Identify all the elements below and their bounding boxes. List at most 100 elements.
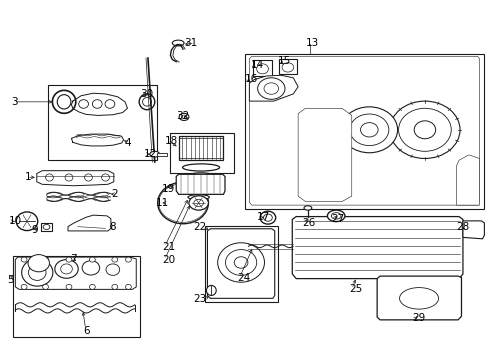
Ellipse shape <box>164 188 201 218</box>
Ellipse shape <box>413 121 435 139</box>
Bar <box>245 54 484 209</box>
Polygon shape <box>456 155 479 205</box>
Ellipse shape <box>112 284 118 289</box>
Ellipse shape <box>28 255 49 272</box>
Ellipse shape <box>158 184 207 222</box>
Text: 30: 30 <box>140 89 152 99</box>
Ellipse shape <box>125 257 131 262</box>
Text: 17: 17 <box>256 212 269 222</box>
Ellipse shape <box>139 94 155 110</box>
Bar <box>48 85 157 160</box>
Text: 25: 25 <box>348 284 362 294</box>
Ellipse shape <box>89 284 95 289</box>
Ellipse shape <box>330 213 340 219</box>
Ellipse shape <box>193 199 203 207</box>
Text: 2: 2 <box>111 189 118 199</box>
Ellipse shape <box>89 257 95 262</box>
Polygon shape <box>37 171 114 186</box>
Polygon shape <box>298 108 351 202</box>
Bar <box>205 226 277 302</box>
Ellipse shape <box>21 259 53 286</box>
Ellipse shape <box>82 261 100 275</box>
Text: 14: 14 <box>250 60 264 70</box>
Ellipse shape <box>256 64 268 74</box>
Ellipse shape <box>389 101 459 158</box>
Text: 32: 32 <box>176 111 189 121</box>
Text: 15: 15 <box>277 56 290 66</box>
Text: 23: 23 <box>193 294 206 304</box>
Ellipse shape <box>112 257 118 262</box>
Ellipse shape <box>93 197 108 201</box>
Bar <box>278 59 297 74</box>
Polygon shape <box>376 276 461 320</box>
Ellipse shape <box>102 174 109 181</box>
Ellipse shape <box>179 113 188 121</box>
Ellipse shape <box>178 199 187 207</box>
Bar <box>41 223 52 231</box>
Ellipse shape <box>264 83 278 94</box>
Ellipse shape <box>178 173 223 194</box>
Polygon shape <box>207 229 274 298</box>
Ellipse shape <box>68 197 84 201</box>
Text: 13: 13 <box>305 38 319 48</box>
Ellipse shape <box>182 164 219 171</box>
Ellipse shape <box>187 195 209 200</box>
Text: 10: 10 <box>9 216 22 226</box>
Text: 31: 31 <box>183 38 197 48</box>
Ellipse shape <box>65 174 73 181</box>
Ellipse shape <box>349 114 388 145</box>
Ellipse shape <box>160 185 205 221</box>
Ellipse shape <box>92 100 102 108</box>
Text: 19: 19 <box>162 184 175 194</box>
Ellipse shape <box>106 264 120 275</box>
Ellipse shape <box>61 264 72 274</box>
Bar <box>13 256 140 337</box>
Ellipse shape <box>84 174 92 181</box>
Text: 11: 11 <box>155 198 168 208</box>
Ellipse shape <box>150 151 159 157</box>
Ellipse shape <box>260 211 275 224</box>
Ellipse shape <box>79 100 88 108</box>
Text: 27: 27 <box>330 215 344 224</box>
Polygon shape <box>176 174 224 194</box>
Ellipse shape <box>399 288 438 309</box>
Ellipse shape <box>142 98 151 106</box>
Polygon shape <box>249 56 479 205</box>
Ellipse shape <box>93 193 108 197</box>
Text: 28: 28 <box>456 222 469 232</box>
Ellipse shape <box>206 285 216 296</box>
Text: 6: 6 <box>83 326 90 336</box>
Ellipse shape <box>225 249 256 275</box>
Bar <box>179 136 223 160</box>
Ellipse shape <box>172 40 183 46</box>
Text: 3: 3 <box>11 97 18 107</box>
Text: 26: 26 <box>302 218 315 228</box>
Ellipse shape <box>234 257 247 268</box>
Text: 8: 8 <box>109 222 116 232</box>
Ellipse shape <box>42 257 48 262</box>
Ellipse shape <box>263 214 272 221</box>
Ellipse shape <box>43 225 50 229</box>
Ellipse shape <box>45 174 53 181</box>
Polygon shape <box>249 75 298 101</box>
Ellipse shape <box>21 284 27 289</box>
Text: 22: 22 <box>193 222 206 231</box>
Text: 12: 12 <box>143 149 157 159</box>
Ellipse shape <box>125 284 131 289</box>
Ellipse shape <box>257 78 285 99</box>
Bar <box>170 133 233 173</box>
Polygon shape <box>68 215 111 231</box>
Ellipse shape <box>46 193 62 197</box>
Text: 16: 16 <box>244 74 258 84</box>
Text: 29: 29 <box>412 314 425 323</box>
Bar <box>157 153 167 156</box>
Polygon shape <box>462 221 484 239</box>
Text: 7: 7 <box>70 254 77 264</box>
Ellipse shape <box>57 95 71 109</box>
Ellipse shape <box>68 193 84 197</box>
Ellipse shape <box>42 284 48 289</box>
Ellipse shape <box>55 260 78 278</box>
Polygon shape <box>15 257 136 289</box>
Ellipse shape <box>360 123 377 137</box>
Ellipse shape <box>340 107 397 153</box>
